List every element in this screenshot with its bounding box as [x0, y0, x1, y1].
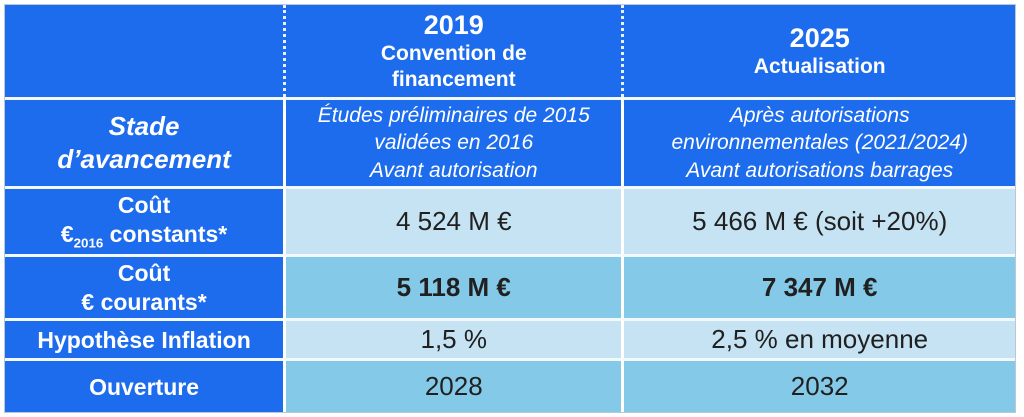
inflation-label: Hypothèse Inflation: [37, 326, 251, 353]
ouverture-label-cell: Ouverture: [5, 358, 284, 413]
stade-value-2025-text: Après autorisations environnementales (2…: [671, 104, 968, 182]
row-cout-courants: Coût € courants* 5 118 M € 7 347 M €: [5, 253, 1015, 319]
header-cell-2025: 2025 Actualisation: [621, 5, 1015, 97]
row-stade-avancement: Stade d’avancement Études préliminaires …: [5, 97, 1015, 186]
stade-value-2019-text: Études préliminaires de 2015 validées en…: [317, 104, 590, 182]
cout-courants-label: Coût € courants*: [81, 259, 207, 315]
inflation-value-2019: 1,5 %: [283, 318, 622, 359]
cout-constants-value-2019: 4 524 M €: [283, 185, 622, 254]
table-header-row: 2019 Convention de financement 2025 Actu…: [5, 5, 1015, 97]
row-cout-constants: Coût €2016 constants* 4 524 M € 5 466 M €…: [5, 185, 1015, 254]
cout-constants-label-cell: Coût €2016 constants*: [5, 185, 284, 254]
euro-symbol: €: [60, 220, 74, 247]
stade-label: Stade d’avancement: [57, 111, 231, 174]
cout-constants-2025-text: 5 466 M € (soit +20%): [692, 205, 948, 236]
euro-subscript-2016: 2016: [73, 235, 104, 251]
inflation-2019-text: 1,5 %: [420, 324, 488, 355]
row-inflation: Hypothèse Inflation 1,5 % 2,5 % en moyen…: [5, 318, 1015, 359]
stade-value-2019: Études préliminaires de 2015 validées en…: [283, 97, 622, 186]
cout-constants-label: Coût €2016 constants*: [11, 191, 277, 252]
ouverture-label: Ouverture: [89, 373, 200, 400]
header-year-2025: 2025: [789, 22, 850, 53]
cout-courants-value-2019: 5 118 M €: [283, 253, 622, 319]
cost-comparison-table: 2019 Convention de financement 2025 Actu…: [4, 4, 1016, 414]
stade-value-2025: Après autorisations environnementales (2…: [621, 97, 1015, 186]
cout-constants-rest: constants*: [103, 220, 228, 247]
cout-courants-2025-text: 7 347 M €: [761, 272, 878, 303]
header-subtitle-2019: Convention de financement: [380, 42, 527, 91]
inflation-value-2025: 2,5 % en moyenne: [621, 318, 1015, 359]
cout-constants-line1: Coût: [117, 191, 171, 218]
inflation-2025-text: 2,5 % en moyenne: [711, 324, 929, 355]
ouverture-2025-text: 2032: [790, 371, 849, 402]
cout-courants-2019-text: 5 118 M €: [396, 272, 511, 303]
header-year-2019: 2019: [423, 10, 484, 41]
ouverture-2019-text: 2028: [424, 371, 483, 402]
ouverture-value-2019: 2028: [283, 358, 622, 413]
header-cell-empty: [5, 5, 284, 97]
cout-constants-2019-text: 4 524 M €: [395, 205, 512, 236]
ouverture-value-2025: 2032: [621, 358, 1015, 413]
row-ouverture: Ouverture 2028 2032: [5, 358, 1015, 413]
inflation-label-cell: Hypothèse Inflation: [5, 318, 284, 359]
cout-courants-value-2025: 7 347 M €: [621, 253, 1015, 319]
stade-label-cell: Stade d’avancement: [5, 97, 284, 186]
cout-courants-label-cell: Coût € courants*: [5, 253, 284, 319]
header-subtitle-2025: Actualisation: [753, 54, 886, 78]
cout-constants-value-2025: 5 466 M € (soit +20%): [621, 185, 1015, 254]
header-cell-2019: 2019 Convention de financement: [283, 5, 622, 97]
